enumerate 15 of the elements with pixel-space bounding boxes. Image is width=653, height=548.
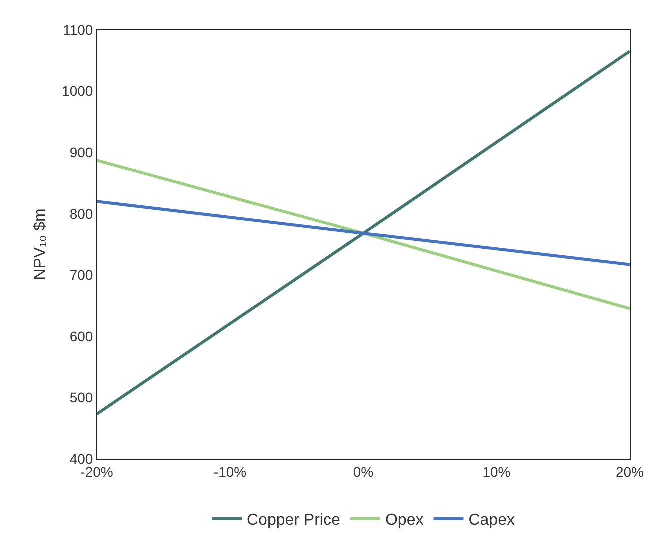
y-tick-label: 1000 [62,83,94,100]
legend-label: Opex [385,512,424,530]
x-tick-label: -10% [214,464,247,480]
y-tick-label: 800 [70,206,94,222]
legend-label: Copper Price [247,512,340,530]
x-tick-label: 20% [616,464,644,480]
y-axis-title: NPV₁₀ $m [32,208,49,280]
legend-label: Capex [468,512,515,530]
y-tick-label: 1100 [63,22,94,38]
y-tick-label: 500 [70,390,94,406]
x-tick-label: 0% [353,464,374,480]
y-tick-label: 600 [70,328,94,344]
y-tick-label: 900 [70,144,94,160]
x-tick-label: 10% [482,464,511,480]
y-tick-label: 700 [70,267,94,284]
